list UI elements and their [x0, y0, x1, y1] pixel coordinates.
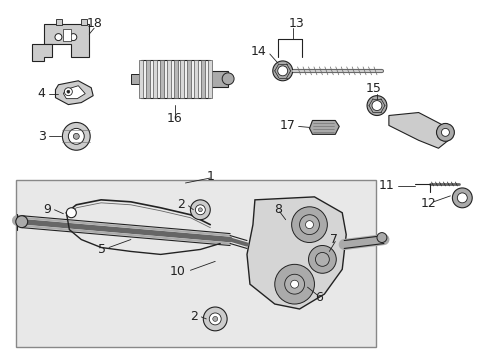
- Polygon shape: [388, 113, 447, 148]
- Circle shape: [203, 307, 226, 331]
- Text: 18: 18: [86, 17, 102, 30]
- Circle shape: [55, 33, 62, 41]
- Circle shape: [67, 90, 70, 93]
- Bar: [194, 60, 198, 98]
- Circle shape: [209, 313, 221, 325]
- Polygon shape: [246, 197, 346, 309]
- Text: 5: 5: [98, 243, 106, 256]
- Bar: [139, 60, 142, 98]
- Circle shape: [222, 73, 234, 85]
- Circle shape: [212, 316, 217, 321]
- Bar: [131, 74, 141, 84]
- Bar: [173, 60, 177, 98]
- Circle shape: [195, 205, 205, 215]
- Circle shape: [73, 133, 79, 139]
- Text: 15: 15: [366, 82, 381, 95]
- Circle shape: [190, 200, 210, 220]
- Bar: [152, 60, 156, 98]
- Circle shape: [284, 274, 304, 294]
- Bar: [201, 60, 205, 98]
- Circle shape: [308, 246, 336, 273]
- Text: 2: 2: [177, 198, 185, 211]
- Text: 4: 4: [38, 87, 45, 100]
- Circle shape: [62, 122, 90, 150]
- Text: 12: 12: [420, 197, 436, 210]
- Bar: [56, 19, 62, 25]
- Polygon shape: [63, 86, 85, 99]
- Circle shape: [315, 252, 328, 266]
- Bar: [210, 71, 228, 87]
- Circle shape: [436, 123, 453, 141]
- Bar: [160, 60, 163, 98]
- Bar: [208, 60, 212, 98]
- Circle shape: [198, 208, 202, 212]
- Polygon shape: [43, 24, 89, 57]
- Bar: [187, 60, 191, 98]
- Text: 13: 13: [288, 17, 304, 30]
- Text: 2: 2: [190, 310, 198, 323]
- Circle shape: [290, 280, 298, 288]
- Circle shape: [371, 100, 381, 111]
- Text: 8: 8: [273, 203, 281, 216]
- Text: 9: 9: [43, 203, 51, 216]
- Circle shape: [456, 193, 467, 203]
- Text: 1: 1: [206, 170, 214, 183]
- Text: 7: 7: [329, 233, 338, 246]
- Bar: [166, 60, 170, 98]
- Text: 14: 14: [250, 45, 266, 58]
- Circle shape: [274, 264, 314, 304]
- Text: 3: 3: [38, 130, 45, 143]
- Text: 17: 17: [279, 119, 295, 132]
- Bar: [141, 60, 210, 98]
- Circle shape: [70, 33, 77, 41]
- Text: 6: 6: [315, 291, 323, 303]
- Bar: [145, 60, 149, 98]
- Circle shape: [366, 96, 386, 116]
- Circle shape: [277, 66, 287, 76]
- Circle shape: [451, 188, 471, 208]
- Text: 11: 11: [378, 179, 394, 193]
- Bar: [180, 60, 184, 98]
- Circle shape: [299, 215, 319, 235]
- Circle shape: [441, 129, 448, 136]
- Polygon shape: [55, 81, 93, 105]
- Circle shape: [16, 216, 28, 228]
- Circle shape: [376, 233, 386, 243]
- Circle shape: [291, 207, 326, 243]
- Bar: [16, 180, 375, 347]
- Text: 10: 10: [169, 265, 185, 278]
- Circle shape: [64, 88, 72, 96]
- Circle shape: [272, 61, 292, 81]
- Circle shape: [66, 208, 76, 218]
- Text: 16: 16: [166, 112, 182, 125]
- Circle shape: [68, 129, 84, 144]
- Circle shape: [305, 221, 313, 229]
- Polygon shape: [32, 44, 51, 61]
- Bar: [63, 29, 71, 41]
- Bar: [81, 19, 87, 25]
- Polygon shape: [309, 121, 339, 134]
